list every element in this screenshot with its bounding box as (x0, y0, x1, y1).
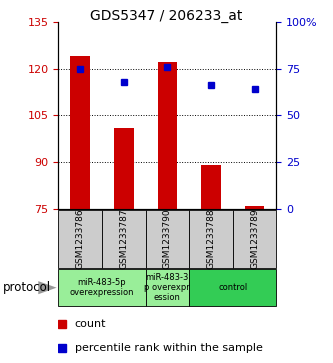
Bar (189, 269, 276, 306)
Text: percentile rank within the sample: percentile rank within the sample (75, 343, 262, 352)
Bar (114, 128, 134, 209)
Bar (70, 56, 90, 209)
Polygon shape (38, 281, 57, 294)
Bar (58, 210, 102, 268)
Text: GSM1233789: GSM1233789 (250, 208, 259, 269)
Text: GDS5347 / 206233_at: GDS5347 / 206233_at (90, 9, 243, 23)
Text: miR-483-5p
overexpression: miR-483-5p overexpression (70, 278, 134, 297)
Text: GSM1233786: GSM1233786 (76, 208, 85, 269)
Text: GSM1233788: GSM1233788 (206, 208, 215, 269)
Text: miR-483-3
p overexpr
ession: miR-483-3 p overexpr ession (145, 273, 190, 302)
Text: protocol: protocol (3, 281, 52, 294)
Bar (146, 269, 189, 306)
Bar (102, 210, 146, 268)
Bar (201, 165, 221, 209)
Bar (58, 269, 146, 306)
Bar (158, 62, 177, 209)
Text: GSM1233787: GSM1233787 (119, 208, 128, 269)
Text: control: control (218, 283, 247, 292)
Bar (245, 205, 264, 209)
Bar (233, 210, 276, 268)
Text: count: count (75, 319, 106, 329)
Bar (146, 210, 189, 268)
Bar (189, 210, 233, 268)
Text: GSM1233790: GSM1233790 (163, 208, 172, 269)
